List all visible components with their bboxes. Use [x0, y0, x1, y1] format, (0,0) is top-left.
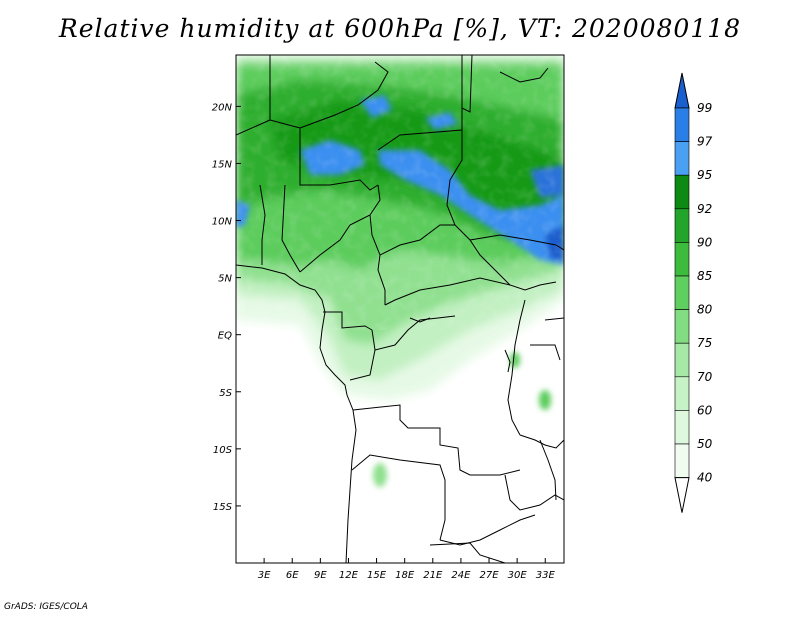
map-title: Relative humidity at 600hPa [%], VT: 202… — [58, 14, 742, 43]
x-tick-label: 27E — [480, 570, 500, 581]
y-tick-label: 5N — [218, 274, 232, 285]
y-tick-label: 20N — [212, 102, 233, 113]
colorbar-label: 60 — [697, 403, 713, 417]
humidity-field — [236, 55, 564, 563]
colorbar-segment — [674, 410, 690, 445]
x-tick-label: 33E — [536, 570, 556, 581]
y-tick-label: 10S — [213, 445, 233, 456]
colorbar-label: 92 — [697, 202, 712, 216]
x-tick-label: 3E — [258, 570, 271, 581]
latitude-axis: 20N 15N 10N 5N EQ 5S 10S 15S — [212, 102, 241, 513]
colorbar-label: 95 — [697, 168, 712, 182]
y-tick-label: 10N — [212, 217, 233, 228]
y-tick-label: 15N — [212, 159, 233, 170]
x-tick-label: 24E — [451, 570, 471, 581]
colorbar: 99 97 95 92 90 85 80 75 70 60 50 40 — [674, 72, 713, 513]
colorbar-segment — [674, 342, 690, 378]
colorbar-segment — [674, 376, 690, 411]
map-frame — [235, 54, 565, 564]
colorbar-bottom-arrow — [674, 477, 690, 513]
colorbar-segment — [674, 208, 690, 243]
x-tick-label: 30E — [508, 570, 528, 581]
x-tick-label: 12E — [339, 570, 359, 581]
colorbar-segment — [674, 107, 690, 142]
colorbar-label: 70 — [697, 370, 713, 384]
colorbar-label: 80 — [697, 303, 713, 317]
colorbar-segment — [674, 443, 690, 478]
colorbar-label: 40 — [697, 471, 713, 485]
x-tick-label: 15E — [367, 570, 387, 581]
x-tick-label: 9E — [314, 570, 327, 581]
colorbar-top-arrow — [674, 72, 690, 109]
x-tick-label: 21E — [423, 570, 443, 581]
colorbar-segment — [674, 309, 690, 344]
country-borders — [236, 55, 564, 563]
longitude-axis: 3E 6E 9E 12E 15E 18E 21E 24E 27E 30E 33E — [258, 558, 556, 581]
colorbar-segment — [674, 141, 690, 176]
colorbar-label: 50 — [697, 437, 713, 451]
grads-credit: GrADS: IGES/COLA — [4, 602, 88, 612]
colorbar-label: 97 — [697, 135, 713, 149]
colorbar-label: 85 — [697, 269, 712, 283]
y-tick-label: EQ — [218, 331, 232, 342]
colorbar-segment — [674, 242, 690, 277]
colorbar-segment — [674, 174, 690, 210]
y-tick-label: 5S — [219, 388, 232, 399]
colorbar-label: 99 — [697, 101, 712, 115]
x-tick-label: 18E — [395, 570, 415, 581]
colorbar-label: 75 — [697, 336, 712, 350]
colorbar-segment — [674, 275, 690, 310]
colorbar-label: 90 — [697, 235, 713, 249]
x-tick-label: 6E — [286, 570, 299, 581]
y-tick-label: 15S — [213, 502, 233, 513]
